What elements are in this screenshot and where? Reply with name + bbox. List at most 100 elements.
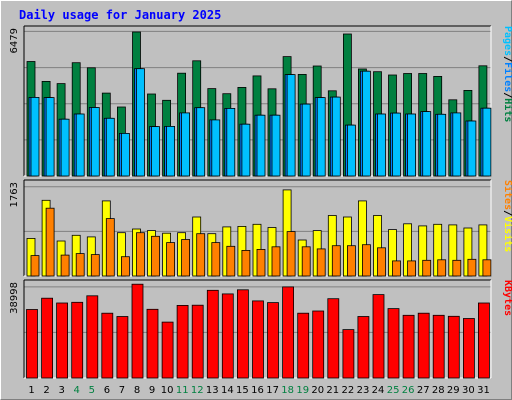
x-tick-label: 15 — [236, 385, 249, 396]
bar-sites-day-22 — [346, 245, 356, 277]
bar-sites-day-4 — [75, 253, 85, 277]
bar-sites-day-17 — [271, 246, 281, 277]
bar-kbytes-day-9 — [146, 308, 159, 379]
bar-pages-day-5 — [90, 107, 100, 177]
bar-pages-day-9 — [151, 126, 160, 177]
bar-sites-day-9 — [151, 235, 160, 277]
bar-kbytes-day-25 — [387, 308, 400, 379]
bar-kbytes-day-14 — [221, 293, 234, 379]
bar-sites-day-18 — [286, 231, 296, 277]
right-label-part: Sites — [502, 180, 512, 210]
x-tick-label: 31 — [477, 385, 490, 396]
x-tick-label: 9 — [149, 385, 155, 396]
bar-pages-day-17 — [271, 114, 281, 177]
right-label-part: KBytes — [502, 280, 512, 316]
bar-sites-day-23 — [361, 244, 371, 277]
bar-pages-day-19 — [301, 103, 311, 177]
bar-kbytes-day-19 — [297, 312, 310, 379]
bar-kbytes-day-28 — [432, 314, 445, 379]
bar-kbytes-day-13 — [206, 289, 219, 379]
bar-kbytes-day-6 — [101, 312, 114, 379]
bar-kbytes-day-10 — [161, 321, 174, 379]
x-axis-ticks: 1 2 3 4 5 6 7 8 9 10 11 12 13 14 15 16 17 18 19 20 21 22 23 24 2… — [28, 385, 490, 396]
panel-max-label: 6479 — [9, 28, 20, 53]
bar-kbytes-day-12 — [191, 304, 204, 379]
bar-kbytes-day-29 — [447, 315, 460, 379]
panel-max-label: 38998 — [9, 282, 20, 314]
bar-kbytes-day-1 — [26, 309, 38, 379]
bar-pages-day-27 — [422, 111, 432, 177]
x-tick-label: 10 — [161, 385, 174, 396]
right-label-part: / — [502, 56, 512, 62]
bar-sites-day-5 — [90, 254, 100, 277]
bar-sites-day-10 — [166, 242, 176, 277]
bar-sites-day-8 — [136, 232, 145, 277]
x-tick-label: 25 — [387, 385, 400, 396]
bar-kbytes-day-11 — [176, 304, 189, 379]
x-tick-label: 7 — [119, 385, 125, 396]
bar-kbytes-day-22 — [342, 329, 355, 379]
bar-kbytes-day-26 — [402, 314, 415, 379]
bar-pages-day-12 — [196, 107, 206, 177]
bar-sites-day-14 — [226, 245, 236, 277]
x-tick-label: 13 — [206, 385, 219, 396]
x-tick-label: 17 — [266, 385, 279, 396]
bar-pages-day-1 — [30, 97, 40, 177]
bar-pages-day-6 — [105, 117, 115, 177]
bar-sites-day-27 — [422, 259, 432, 277]
chart-title: Daily usage for January 2025 — [19, 8, 221, 22]
bar-pages-day-21 — [331, 96, 341, 177]
x-tick-label: 21 — [326, 385, 339, 396]
bar-kbytes-day-15 — [236, 289, 249, 379]
x-tick-label: 5 — [89, 385, 95, 396]
x-tick-label: 18 — [281, 385, 294, 396]
x-tick-label: 24 — [372, 385, 385, 396]
x-tick-label: 1 — [28, 385, 34, 396]
bar-pages-day-14 — [226, 108, 236, 177]
bar-pages-day-30 — [467, 120, 477, 177]
x-tick-label: 19 — [296, 385, 309, 396]
bar-pages-day-8 — [136, 68, 145, 177]
right-label-part: Hits — [502, 98, 512, 122]
bar-sites-day-6 — [105, 218, 115, 277]
bar-pages-day-11 — [181, 112, 191, 177]
bar-pages-day-20 — [316, 97, 326, 177]
bar-sites-day-2 — [45, 207, 55, 277]
panel-right-label: Pages/Files/Hits — [502, 26, 512, 122]
x-tick-label: 12 — [191, 385, 204, 396]
right-label-part: Visits — [502, 216, 512, 252]
bar-sites-day-12 — [196, 233, 206, 277]
bar-pages-day-13 — [211, 119, 221, 177]
bar-kbytes-day-16 — [252, 300, 264, 379]
bar-sites-day-24 — [377, 247, 386, 277]
bar-kbytes-day-23 — [357, 316, 370, 379]
bar-pages-day-2 — [45, 97, 55, 177]
bar-kbytes-day-20 — [312, 310, 325, 379]
bar-kbytes-day-24 — [372, 294, 385, 379]
bar-kbytes-day-31 — [477, 302, 490, 379]
bar-pages-day-10 — [166, 126, 176, 177]
panel-kbytes: 38998 KBytes — [9, 279, 512, 379]
bar-pages-day-28 — [437, 113, 447, 177]
bar-pages-day-29 — [452, 112, 462, 177]
bar-sites-day-30 — [467, 258, 477, 277]
bar-sites-day-7 — [121, 256, 130, 277]
x-tick-label: 28 — [432, 385, 445, 396]
x-tick-label: 2 — [43, 385, 49, 396]
bar-sites-day-3 — [60, 254, 70, 277]
x-tick-label: 16 — [251, 385, 264, 396]
x-tick-label: 22 — [342, 385, 355, 396]
bar-sites-day-31 — [482, 259, 492, 277]
panel-max-label: 1763 — [9, 182, 20, 207]
bar-kbytes-day-2 — [41, 297, 53, 379]
bar-sites-day-13 — [211, 242, 221, 277]
bar-pages-day-24 — [377, 113, 386, 177]
bar-sites-day-26 — [407, 260, 417, 277]
x-tick-label: 4 — [74, 385, 80, 396]
x-tick-label: 8 — [134, 385, 140, 396]
series-pages — [30, 68, 492, 177]
bar-pages-day-3 — [60, 118, 70, 177]
bar-kbytes-day-8 — [131, 283, 144, 379]
bar-sites-day-25 — [392, 260, 401, 277]
